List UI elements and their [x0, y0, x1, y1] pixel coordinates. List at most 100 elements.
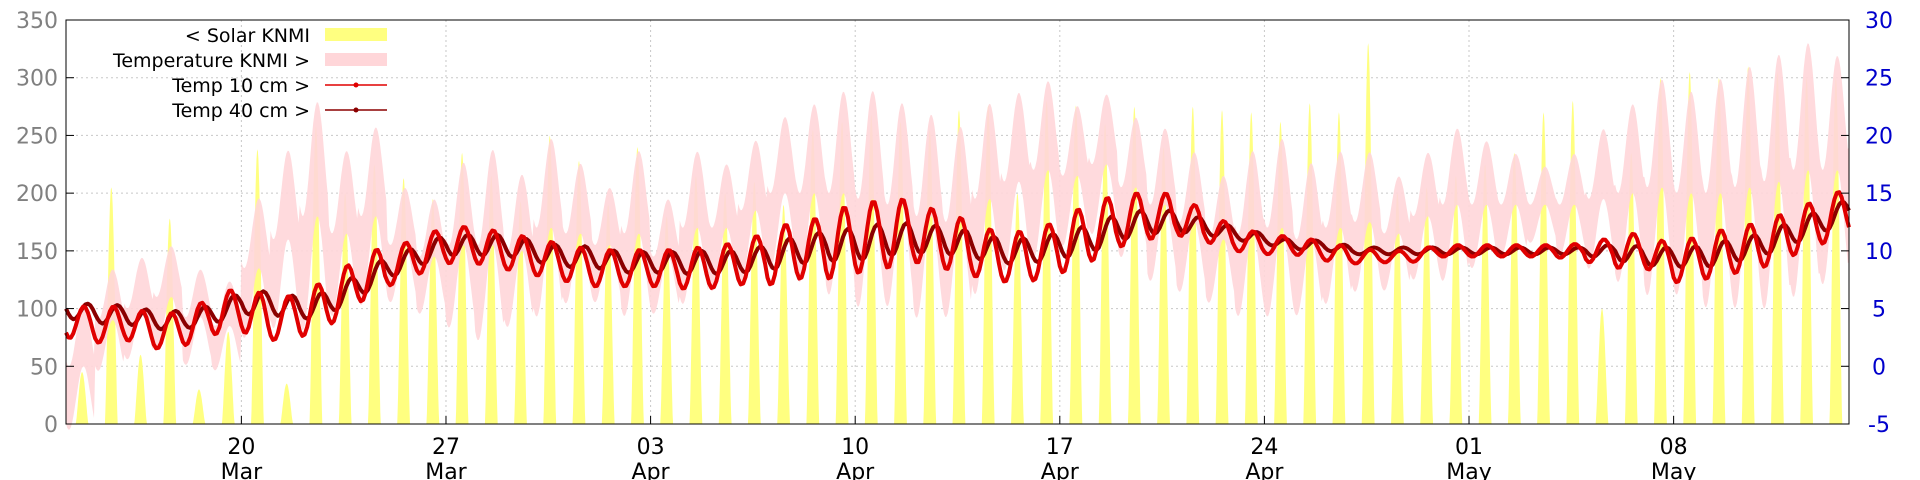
temp10-line: [64, 190, 1851, 351]
solar-peak: [1507, 152, 1521, 424]
solar-peak: [981, 105, 995, 425]
x-tick-label-month: Mar: [425, 460, 467, 480]
solar-peak: [1244, 112, 1258, 425]
solar-peak: [309, 126, 323, 424]
solar-peak: [894, 121, 907, 424]
y-right-tick-label: 10: [1865, 240, 1893, 265]
x-tick-label-month: May: [1446, 460, 1491, 480]
solar-peak: [543, 135, 557, 424]
y-right-tick-label: 15: [1865, 182, 1893, 207]
y-right-tick-label: 25: [1865, 67, 1893, 92]
solar-peak: [514, 201, 527, 424]
legend-label-temp10: Temp 10 cm >: [171, 75, 310, 97]
solar-peak: [1011, 193, 1024, 424]
solar-peak: [1303, 103, 1317, 424]
solar-peak: [1361, 43, 1375, 424]
solar-peak: [806, 129, 820, 424]
legend-label-solar: < Solar KNMI: [185, 25, 310, 47]
solar-peak: [484, 175, 498, 424]
x-tick-label-day: 01: [1455, 435, 1483, 460]
solar-peak: [1683, 71, 1697, 425]
y-left-tick-label: 150: [16, 240, 58, 265]
x-tick-label-month: Apr: [632, 460, 671, 480]
solar-peak: [864, 114, 878, 424]
solar-peak: [367, 164, 381, 425]
solar-peak: [689, 175, 703, 424]
solar-peak: [1537, 112, 1550, 425]
solar-peak: [280, 383, 294, 424]
y-left-tick-label: 250: [16, 124, 58, 149]
x-tick-label-day: 20: [227, 435, 255, 460]
solar-peak: [1127, 106, 1141, 424]
x-tick-label-month: Apr: [1245, 460, 1284, 480]
solar-peak: [718, 193, 732, 424]
x-tick-label-month: May: [1651, 460, 1696, 480]
x-tick-label-month: Apr: [836, 460, 875, 480]
plot-frame: [65, 19, 1850, 425]
legend-label-temperature: Temperature KNMI >: [112, 50, 310, 72]
axes: 050100150200250300350-505101520253020Mar…: [16, 9, 1893, 480]
solar-peak: [601, 204, 615, 424]
solar-peak: [251, 149, 264, 425]
solar-peak: [1215, 110, 1229, 424]
legend-label-temp40: Temp 40 cm >: [171, 100, 310, 122]
solar-peak: [1566, 100, 1580, 425]
solar-peak: [1186, 106, 1200, 424]
y-left-tick-label: 200: [16, 182, 58, 207]
x-tick-label-day: 10: [841, 435, 869, 460]
solar-peak: [1157, 147, 1170, 424]
x-tick-label-day: 27: [432, 435, 460, 460]
solar-peak: [572, 160, 586, 425]
solar-peak: [1829, 77, 1843, 424]
solar-peak: [1595, 308, 1609, 424]
solar-peak: [1420, 187, 1434, 424]
solar-peak: [1449, 175, 1463, 424]
solar-peak: [134, 354, 147, 424]
solar-peak: [1771, 71, 1784, 425]
y-right-tick-label: -5: [1868, 413, 1890, 438]
x-tick-label-month: Apr: [1041, 460, 1080, 480]
legend-swatch-solar: [325, 28, 387, 41]
legend-marker-temp10: [353, 82, 359, 88]
solar-peak: [1478, 164, 1492, 425]
soil-temperature-series: [64, 190, 1851, 351]
y-right-tick-label: 0: [1872, 355, 1886, 380]
y-left-tick-label: 50: [30, 355, 58, 380]
y-left-tick-label: 100: [16, 298, 58, 323]
solar-peak: [1800, 77, 1813, 424]
solar-peak: [923, 129, 937, 424]
y-left-tick-label: 350: [16, 9, 58, 34]
solar-peak: [1332, 112, 1346, 425]
solar-peak: [952, 110, 966, 424]
legend: < Solar KNMI Temperature KNMI > Temp 10 cm…: [112, 25, 387, 122]
y-right-tick-label: 5: [1872, 298, 1886, 323]
solar-peak: [631, 147, 644, 424]
solar-peak: [1069, 105, 1083, 425]
solar-peak: [1098, 123, 1112, 425]
x-tick-label-day: 17: [1046, 435, 1074, 460]
x-tick-label-month: Mar: [221, 460, 263, 480]
solar-peak: [1274, 121, 1287, 424]
x-tick-label-day: 03: [637, 435, 665, 460]
solar-peak: [397, 178, 410, 424]
solar-peak: [192, 389, 206, 424]
solar-series: [75, 43, 1843, 425]
solar-peak: [338, 193, 352, 424]
solar-peak: [835, 121, 849, 424]
solar-peak: [660, 216, 674, 424]
solar-peak: [75, 372, 89, 424]
solar-peak: [777, 204, 790, 424]
y-left-tick-label: 300: [16, 67, 58, 92]
solar-peak: [1391, 193, 1404, 424]
solar-peak: [1040, 100, 1054, 425]
solar-peak: [221, 331, 235, 424]
y-right-tick-label: 30: [1865, 9, 1893, 34]
solar-peak: [455, 152, 469, 424]
y-right-tick-label: 20: [1865, 124, 1893, 149]
x-tick-label-day: 24: [1250, 435, 1278, 460]
legend-marker-temp40: [353, 107, 359, 113]
y-left-tick-label: 0: [44, 413, 58, 438]
solar-peak: [426, 198, 440, 424]
solar-peak: [747, 181, 761, 424]
